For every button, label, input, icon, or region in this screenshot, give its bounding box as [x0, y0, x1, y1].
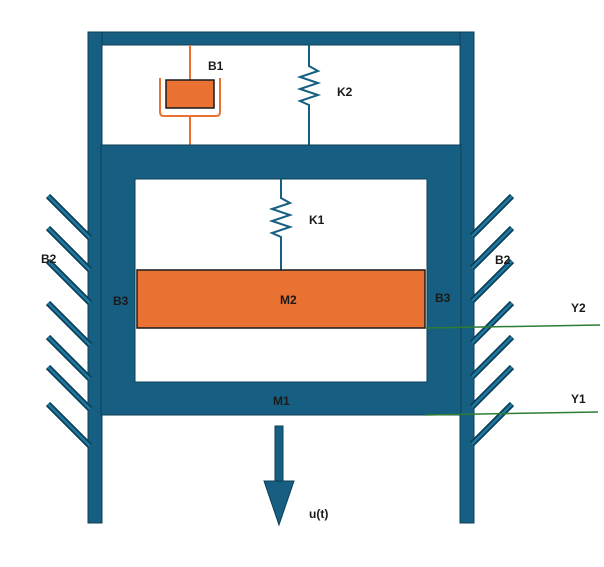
- mass-m2-body: [136, 269, 426, 329]
- damper-b1-piston: [165, 79, 215, 109]
- outer-frame-left-wall: [87, 31, 103, 524]
- displacement-lines: [424, 324, 601, 416]
- spring-k2-coil: [296, 45, 322, 145]
- damper-b2-right-label: B2: [495, 253, 511, 267]
- damper-b2-left-label: B2: [41, 252, 57, 266]
- mass-m2-label: M2: [280, 293, 297, 307]
- spring-k1-label: K1: [309, 213, 325, 227]
- outer-frame-right-wall: [459, 31, 475, 524]
- input-arrow-head: [263, 480, 295, 527]
- input-arrow-shaft: [274, 425, 284, 483]
- spring-k1-coil: [268, 179, 294, 270]
- outer-frame-top: [87, 31, 475, 46]
- spring-k2-label: K2: [337, 85, 353, 99]
- damper-b3-left-label: B3: [113, 294, 129, 308]
- damper-b3-right-label: B3: [435, 291, 451, 305]
- input-arrow: [263, 425, 295, 527]
- mass-m2: M2: [136, 269, 426, 329]
- displacement-y1-label: Y1: [571, 392, 586, 406]
- input-label: u(t): [309, 507, 328, 521]
- spring-k1: K1: [268, 179, 325, 270]
- mass-m1: M1: [100, 144, 462, 416]
- spring-k2: K2: [296, 45, 353, 145]
- displacement-y2-line: [424, 324, 601, 329]
- displacement-y1-line: [424, 411, 599, 416]
- damper-b1: B1: [159, 45, 224, 145]
- displacement-y2-label: Y2: [571, 301, 586, 315]
- damper-b1-label: B1: [208, 59, 224, 73]
- mass-m1-label: M1: [273, 394, 290, 408]
